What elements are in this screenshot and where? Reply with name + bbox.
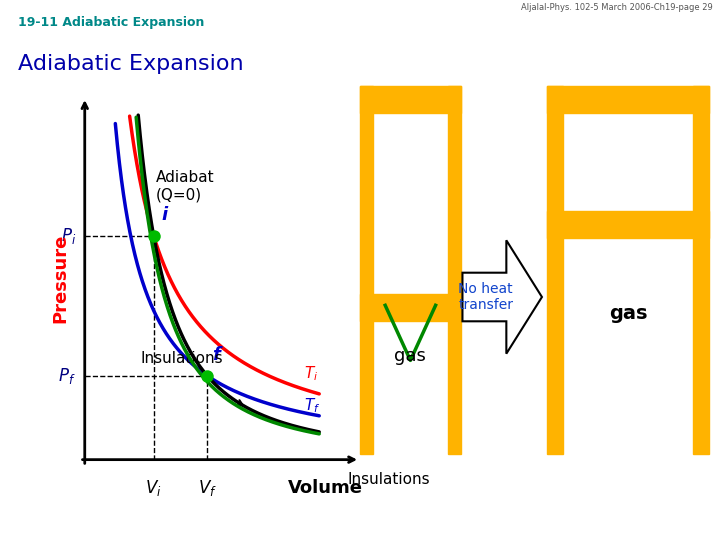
Text: Aljalal-Phys. 102-5 March 2006-Ch19-page 29: Aljalal-Phys. 102-5 March 2006-Ch19-page… bbox=[521, 3, 713, 12]
Text: $T_f$: $T_f$ bbox=[304, 396, 320, 415]
Text: Pressure: Pressure bbox=[52, 234, 70, 323]
Text: gas: gas bbox=[395, 347, 426, 364]
Text: Insulations: Insulations bbox=[140, 351, 223, 366]
Text: i: i bbox=[161, 206, 167, 224]
Polygon shape bbox=[462, 240, 542, 354]
Text: 19-11 Adiabatic Expansion: 19-11 Adiabatic Expansion bbox=[18, 16, 204, 29]
Text: Adiabat
(Q=0): Adiabat (Q=0) bbox=[156, 170, 215, 202]
Bar bbox=[693, 86, 709, 454]
Text: Volume: Volume bbox=[287, 480, 363, 497]
Bar bbox=[547, 86, 709, 113]
Text: $P_i$: $P_i$ bbox=[60, 226, 76, 246]
Bar bbox=[547, 86, 563, 454]
Text: $V_f$: $V_f$ bbox=[197, 478, 217, 498]
Text: No heat
transfer: No heat transfer bbox=[458, 282, 513, 312]
Bar bbox=[360, 294, 461, 321]
Text: $T_i$: $T_i$ bbox=[304, 364, 318, 383]
Text: $P_f$: $P_f$ bbox=[58, 366, 76, 386]
Text: Insulations: Insulations bbox=[348, 472, 430, 488]
Bar bbox=[360, 86, 373, 454]
Text: gas: gas bbox=[609, 304, 647, 323]
Text: $V_i$: $V_i$ bbox=[145, 478, 162, 498]
Bar bbox=[448, 86, 461, 454]
Bar bbox=[360, 86, 461, 113]
Text: Adiabatic Expansion: Adiabatic Expansion bbox=[18, 54, 243, 74]
Bar bbox=[547, 211, 709, 238]
Text: f: f bbox=[212, 346, 220, 364]
